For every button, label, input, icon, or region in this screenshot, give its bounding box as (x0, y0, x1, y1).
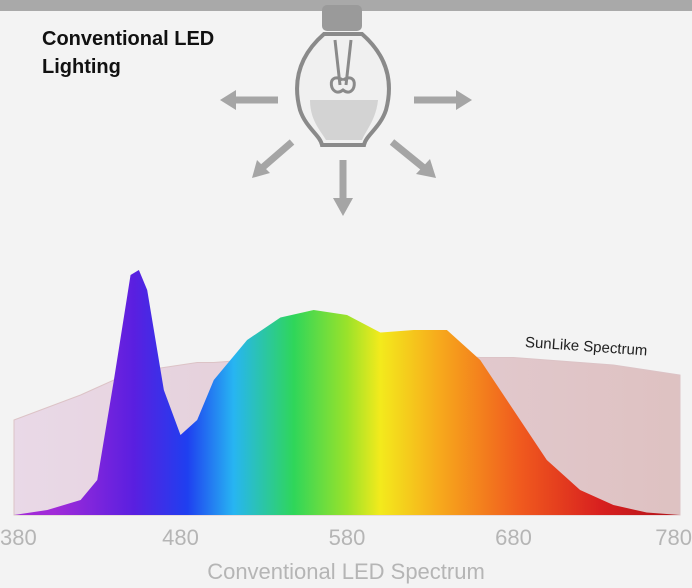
plot: SunLike Spectrum 380 480 580 680 780 Conventio… (0, 270, 692, 584)
x-axis-label: Conventional LED Spectrum (207, 559, 485, 584)
title-line: Lighting (42, 56, 121, 78)
x-tick-label: 480 (162, 525, 199, 550)
x-tick-label: 580 (329, 525, 366, 550)
title-line: Conventional LED (42, 28, 214, 50)
x-tick-label: 380 (0, 525, 37, 550)
spectrum-area (14, 270, 680, 515)
series-label: SunLike Spectrum (524, 334, 647, 360)
bulb (220, 5, 472, 216)
x-tick-label: 780 (655, 525, 692, 550)
chart-title: Conventional LED Lighting (42, 28, 220, 78)
x-tick-label: 680 (495, 525, 532, 550)
